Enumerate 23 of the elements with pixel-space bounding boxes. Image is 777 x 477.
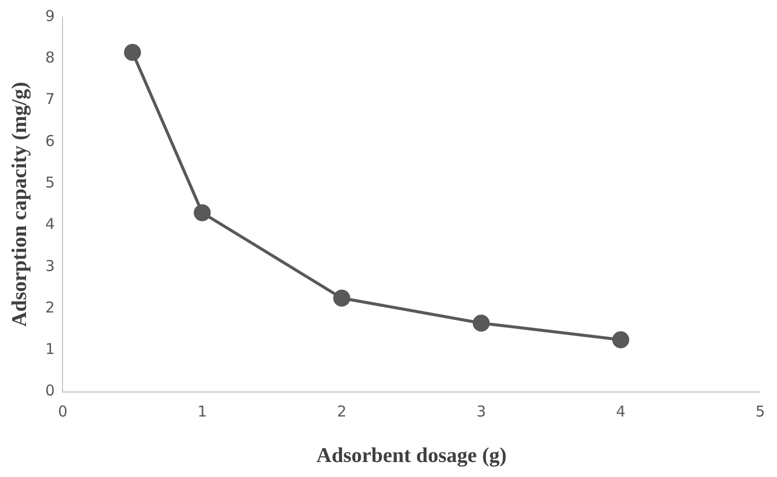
- y-tick-label: 3: [45, 256, 55, 275]
- y-axis-title: Adsorption capacity (mg/g): [7, 82, 32, 327]
- point: [612, 331, 630, 348]
- x-tick-label: 3: [476, 402, 486, 421]
- point: [124, 44, 141, 61]
- point: [472, 314, 490, 332]
- y-tick-label: 2: [45, 298, 55, 316]
- x-tick-label: 1: [197, 402, 208, 421]
- x-axis-title: Adsorbent dosage (g): [316, 442, 507, 467]
- y-tick-label: 5: [45, 173, 55, 192]
- y-tick-label: 9: [45, 6, 55, 25]
- y-tick-label: 8: [45, 48, 55, 67]
- y-tick-label: 4: [45, 215, 55, 234]
- y-tick-label: 0: [45, 382, 55, 400]
- x-tick-label: 5: [755, 402, 765, 421]
- y-tick-label: 7: [45, 90, 55, 108]
- y-tick-label: 1: [45, 340, 55, 358]
- x-tick-label: 2: [336, 402, 347, 421]
- x-tick-label: 4: [616, 402, 626, 421]
- y-tick-label: 6: [45, 132, 55, 150]
- x-tick-label: 0: [58, 402, 68, 421]
- point: [194, 204, 211, 222]
- point: [333, 290, 350, 307]
